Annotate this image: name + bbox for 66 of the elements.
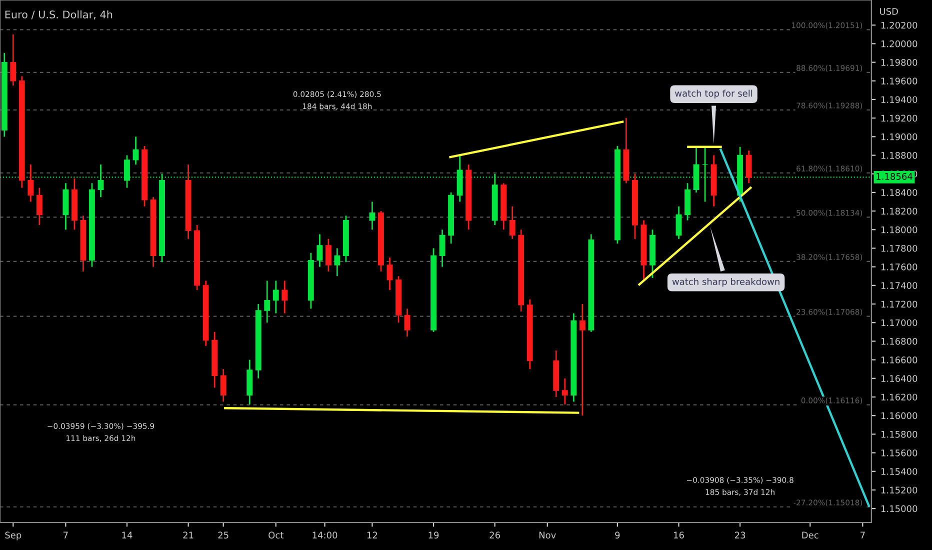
x-tick-label: Sep [5, 532, 22, 540]
y-tick-label: 1.19800 [881, 59, 918, 66]
x-tick-label: 23 [734, 532, 746, 539]
candlestick [386, 256, 393, 291]
y-tick-label: 1.19600 [881, 78, 918, 84]
candlestick [439, 228, 446, 268]
y-tick-label: 1.19000 [881, 133, 918, 140]
candlestick [220, 368, 226, 402]
candlestick [316, 234, 323, 268]
candlestick [676, 206, 682, 240]
text: Euro / U.S. Dollar, 4h [5, 10, 112, 20]
y-tick-label: 1.18400 [881, 189, 918, 196]
candlestick [404, 308, 410, 338]
y-tick-label: 1.20000 [881, 40, 918, 48]
candlestick [132, 136, 139, 166]
y-tick-label: 1.17400 [881, 282, 918, 289]
x-tick-label: 9 [615, 532, 620, 539]
y-tick-label: 1.15800 [881, 430, 918, 438]
y-tick-label: 1.15200 [881, 486, 918, 494]
candlestick [325, 238, 332, 272]
y-tick-label: 1.17200 [881, 300, 918, 308]
candlestick [28, 164, 34, 202]
candlestick [562, 378, 568, 406]
y-tick-label: 1.16400 [881, 375, 918, 382]
y-tick-label: 1.16600 [881, 356, 918, 364]
annotation: watch top for sell [675, 90, 752, 98]
x-tick-label: 25 [218, 532, 228, 539]
y-tick-label: 1.15600 [881, 450, 918, 456]
x-tick-label: Dec [802, 532, 818, 539]
y-tick-label: 1.19400 [881, 96, 918, 104]
x-tick-label: 12 [367, 532, 378, 538]
x-tick-label: 19 [428, 532, 439, 539]
candlestick [282, 280, 288, 314]
y-tick-label: 1.17600 [881, 264, 918, 270]
candlestick [36, 187, 42, 226]
y-tick-label: 1.15000 [881, 505, 918, 512]
x-tick-label: 21 [183, 532, 194, 538]
x-tick-label: Nov [539, 532, 556, 539]
y-axis-title: USD [880, 8, 898, 15]
x-tick-label: 14:00 [312, 532, 338, 539]
x-tick-label: Oct [268, 532, 284, 539]
y-tick-label: 1.18200 [881, 208, 918, 215]
y-tick-label: 1.17000 [881, 319, 918, 326]
y-tick-label: 1.18800 [881, 152, 918, 159]
candlestick [272, 280, 279, 314]
candlestick [334, 248, 340, 277]
y-tick-label: 1.16000 [881, 412, 918, 420]
y-tick-label: 1.16200 [881, 394, 918, 401]
x-tick-label: 26 [490, 532, 500, 539]
y-tick-label: 1.17800 [881, 244, 918, 252]
candlestick [10, 34, 16, 86]
candlestick [369, 201, 376, 230]
x-tick-label: 16 [674, 532, 684, 539]
candlestick [509, 206, 516, 240]
candlestick [264, 280, 270, 324]
y-tick-label: 1.20200 [881, 22, 918, 29]
candlestick [579, 303, 586, 416]
x-tick-label: 7 [64, 532, 68, 538]
x-tick-label: 7 [860, 532, 865, 538]
y-tick-label: 1.19200 [881, 114, 918, 122]
x-tick-label: 14 [122, 532, 132, 538]
y-tick-label: 1.16800 [881, 338, 918, 345]
candlestick [746, 150, 752, 184]
y-tick-label: 1.15400 [881, 468, 918, 475]
y-tick-label: 1.18000 [881, 226, 918, 234]
annotation: watch sharp breakdown [672, 278, 780, 287]
